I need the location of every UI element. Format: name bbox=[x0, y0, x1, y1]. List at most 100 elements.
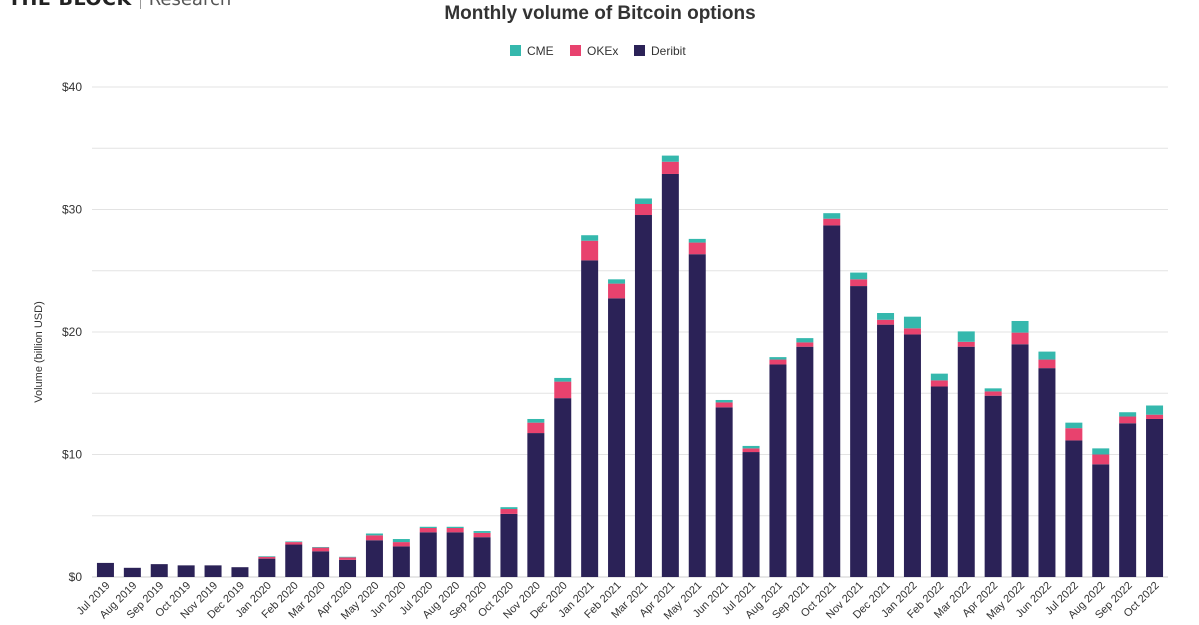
y-axis-label: Volume (billion USD) bbox=[33, 301, 45, 402]
bar-cme-mar-2022 bbox=[957, 331, 975, 342]
bar-okex-mar-2021 bbox=[634, 203, 652, 216]
bar-cme-dec-2021 bbox=[877, 313, 895, 320]
bar-okex-nov-2021 bbox=[850, 279, 868, 287]
bar-deribit-dec-2019 bbox=[231, 567, 249, 577]
bar-cme-sep-2020 bbox=[473, 531, 491, 533]
bar-deribit-may-2021 bbox=[688, 254, 706, 577]
bar-okex-dec-2020 bbox=[554, 381, 572, 399]
bar-cme-apr-2022 bbox=[984, 388, 1002, 392]
bar-deribit-sep-2021 bbox=[796, 346, 814, 577]
bar-okex-nov-2020 bbox=[527, 422, 545, 434]
bar-okex-jul-2020 bbox=[419, 528, 437, 533]
bar-deribit-jul-2020 bbox=[419, 532, 437, 577]
y-tick-label: $0 bbox=[69, 570, 83, 584]
bar-cme-feb-2020 bbox=[285, 541, 303, 543]
bar-cme-aug-2022 bbox=[1092, 448, 1110, 455]
legend-swatch-okex bbox=[570, 45, 581, 56]
bar-deribit-jan-2021 bbox=[581, 260, 599, 577]
bar-deribit-nov-2019 bbox=[204, 565, 222, 577]
bar-deribit-mar-2022 bbox=[957, 346, 975, 577]
bar-deribit-jul-2022 bbox=[1065, 440, 1083, 577]
bar-cme-jul-2021 bbox=[742, 445, 760, 449]
bar-deribit-feb-2022 bbox=[930, 386, 948, 577]
bar-okex-oct-2020 bbox=[500, 509, 518, 514]
bar-cme-nov-2021 bbox=[850, 272, 868, 280]
bar-okex-may-2021 bbox=[688, 242, 706, 255]
bar-deribit-apr-2021 bbox=[661, 173, 679, 577]
bar-okex-jul-2022 bbox=[1065, 428, 1083, 441]
bar-cme-may-2021 bbox=[688, 238, 706, 243]
bar-deribit-may-2022 bbox=[1011, 344, 1029, 577]
bar-deribit-jun-2021 bbox=[715, 407, 733, 577]
bar-okex-jun-2021 bbox=[715, 402, 733, 408]
bar-cme-may-2020 bbox=[365, 533, 383, 536]
bar-okex-sep-2021 bbox=[796, 342, 814, 347]
bar-cme-mar-2021 bbox=[634, 198, 652, 204]
bar-deribit-dec-2020 bbox=[554, 398, 572, 577]
bar-cme-sep-2021 bbox=[796, 338, 814, 343]
bar-okex-apr-2020 bbox=[339, 557, 357, 560]
bar-okex-feb-2021 bbox=[608, 283, 626, 299]
bar-cme-aug-2021 bbox=[769, 357, 787, 360]
bar-cme-jun-2020 bbox=[392, 539, 410, 543]
bar-deribit-aug-2020 bbox=[446, 532, 464, 577]
bar-deribit-jul-2021 bbox=[742, 452, 760, 577]
bar-deribit-aug-2021 bbox=[769, 364, 787, 577]
bar-okex-feb-2020 bbox=[285, 542, 303, 545]
bar-okex-mar-2020 bbox=[312, 547, 330, 552]
y-tick-label: $20 bbox=[62, 325, 82, 339]
legend-swatch-deribit bbox=[634, 45, 645, 56]
bar-deribit-sep-2019 bbox=[150, 564, 168, 577]
brand-logo: THE BLOCK Research bbox=[8, 0, 231, 10]
bar-okex-jan-2021 bbox=[581, 240, 599, 261]
brand-separator bbox=[139, 0, 141, 9]
bar-cme-jul-2020 bbox=[419, 526, 437, 528]
bar-deribit-oct-2019 bbox=[177, 565, 195, 577]
y-tick-label: $10 bbox=[62, 448, 82, 462]
bar-deribit-oct-2022 bbox=[1146, 418, 1164, 577]
y-tick-label: $30 bbox=[62, 203, 82, 217]
bar-deribit-jun-2020 bbox=[392, 546, 410, 577]
bar-okex-aug-2020 bbox=[446, 528, 464, 533]
bar-okex-aug-2021 bbox=[769, 359, 787, 365]
bar-cme-oct-2020 bbox=[500, 507, 518, 510]
bar-cme-aug-2020 bbox=[446, 526, 464, 528]
legend: CME OKEx Deribit bbox=[510, 44, 686, 58]
bar-okex-may-2020 bbox=[365, 535, 383, 541]
y-axis: $0 $10 $20 $30 $40 bbox=[62, 80, 82, 584]
bar-deribit-nov-2020 bbox=[527, 433, 545, 577]
bar-cme-jan-2022 bbox=[903, 316, 921, 329]
bar-okex-dec-2021 bbox=[877, 319, 895, 325]
bar-deribit-nov-2021 bbox=[850, 286, 868, 577]
bar-cme-mar-2020 bbox=[312, 546, 330, 548]
bar-cme-feb-2022 bbox=[930, 373, 948, 381]
bar-okex-jan-2022 bbox=[903, 328, 921, 335]
bar-cme-apr-2021 bbox=[661, 155, 679, 162]
bar-deribit-aug-2022 bbox=[1092, 464, 1110, 577]
bar-cme-oct-2022 bbox=[1146, 405, 1164, 415]
y-tick-label: $40 bbox=[62, 80, 82, 94]
bar-cme-jan-2021 bbox=[581, 235, 599, 241]
bar-deribit-oct-2021 bbox=[823, 225, 841, 578]
bar-cme-sep-2022 bbox=[1119, 412, 1137, 417]
bar-deribit-sep-2022 bbox=[1119, 423, 1137, 577]
bar-cme-jun-2022 bbox=[1038, 351, 1056, 360]
bar-okex-apr-2022 bbox=[984, 391, 1002, 396]
bar-deribit-dec-2021 bbox=[877, 324, 895, 577]
bar-cme-jan-2020 bbox=[258, 556, 276, 557]
bar-okex-aug-2022 bbox=[1092, 454, 1110, 465]
bar-okex-sep-2022 bbox=[1119, 416, 1137, 424]
bar-okex-jan-2020 bbox=[258, 556, 276, 559]
bar-deribit-sep-2020 bbox=[473, 537, 491, 577]
chart-title: Monthly volume of Bitcoin options bbox=[444, 3, 755, 24]
bar-deribit-jan-2020 bbox=[258, 558, 276, 577]
bar-deribit-jun-2022 bbox=[1038, 368, 1056, 577]
bar-okex-sep-2020 bbox=[473, 532, 491, 538]
bar-cme-dec-2020 bbox=[554, 377, 572, 382]
bars bbox=[96, 155, 1164, 578]
legend-swatch-cme bbox=[510, 45, 521, 56]
bar-okex-jun-2022 bbox=[1038, 359, 1056, 369]
bar-deribit-oct-2020 bbox=[500, 513, 518, 577]
